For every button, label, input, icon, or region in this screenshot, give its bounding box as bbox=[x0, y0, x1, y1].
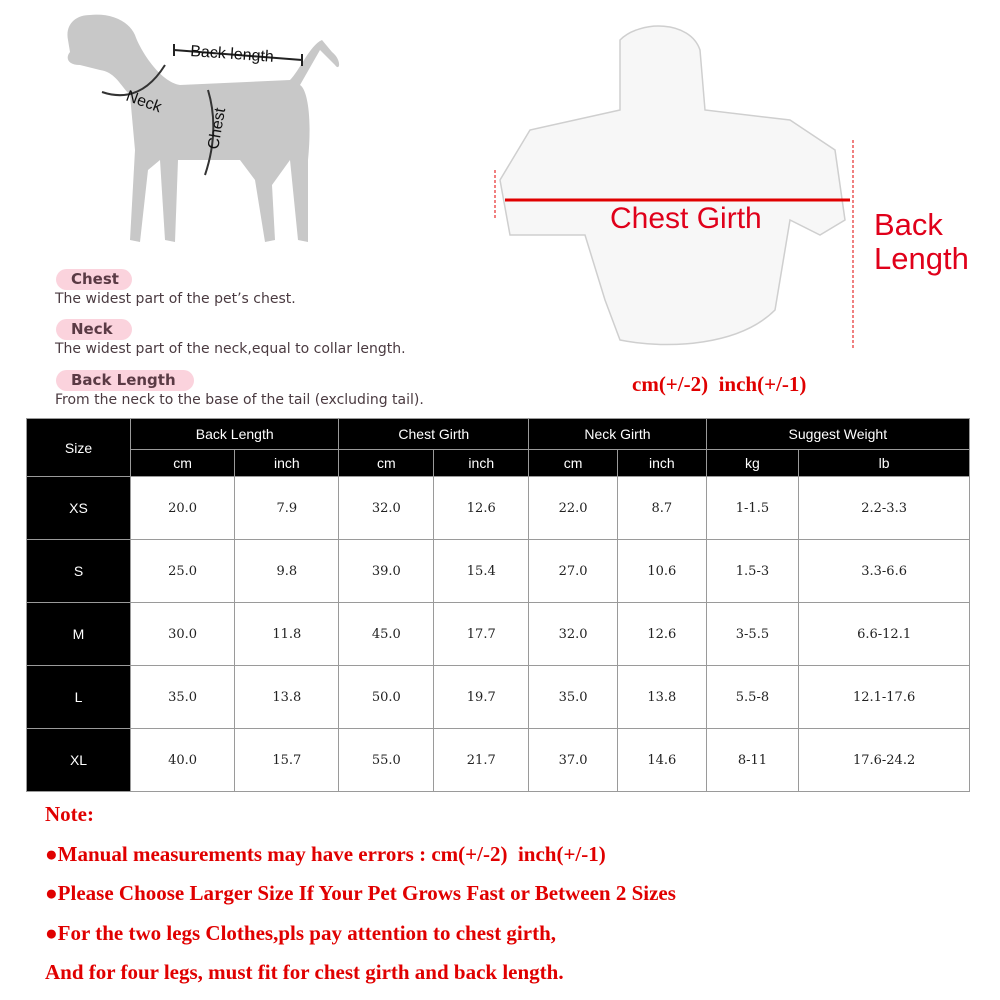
unit-header: kg bbox=[705, 449, 800, 477]
value-cell: 21.7 bbox=[433, 728, 530, 792]
value-cell: 32.0 bbox=[338, 476, 435, 540]
group-header: Back Length bbox=[129, 418, 340, 450]
value-cell: 12.6 bbox=[616, 602, 707, 666]
jacket-diagram bbox=[494, 25, 854, 350]
value-cell: 1-1.5 bbox=[705, 476, 800, 540]
note-title: Note: bbox=[45, 802, 94, 826]
value-cell: 11.8 bbox=[234, 602, 340, 666]
value-cell: 20.0 bbox=[129, 476, 236, 540]
table-row: S 25.0 9.8 39.0 15.4 27.0 10.6 1.5-3 3.3-6.6 bbox=[26, 539, 970, 603]
unit-header: cm bbox=[129, 449, 236, 477]
group-header: Suggest Weight bbox=[705, 418, 971, 450]
unit-header: cm bbox=[338, 449, 435, 477]
value-cell: 32.0 bbox=[528, 602, 618, 666]
group-header: Neck Girth bbox=[528, 418, 707, 450]
value-cell: 13.8 bbox=[616, 665, 707, 729]
value-cell: 1.5-3 bbox=[705, 539, 800, 603]
value-cell: 35.0 bbox=[528, 665, 618, 729]
size-cell: L bbox=[26, 665, 131, 729]
value-cell: 7.9 bbox=[234, 476, 340, 540]
back-length-term: Back Length bbox=[56, 370, 194, 391]
value-cell: 40.0 bbox=[129, 728, 236, 792]
value-cell: 10.6 bbox=[616, 539, 707, 603]
value-cell: 22.0 bbox=[528, 476, 618, 540]
dog-silhouette bbox=[67, 14, 340, 242]
value-cell: 13.8 bbox=[234, 665, 340, 729]
note-line: ●Manual measurements may have errors : c… bbox=[45, 842, 606, 866]
value-cell: 25.0 bbox=[129, 539, 236, 603]
table-row: L 35.0 13.8 50.0 19.7 35.0 13.8 5.5-8 12.1-17.6 bbox=[26, 665, 970, 729]
note-line: ●Please Choose Larger Size If Your Pet G… bbox=[45, 881, 676, 905]
chest-definition: The widest part of the pet’s chest. bbox=[55, 291, 296, 307]
jacket-image bbox=[499, 25, 846, 346]
table-row: M 30.0 11.8 45.0 17.7 32.0 12.6 3-5.5 6.6-12.1 bbox=[26, 602, 970, 666]
value-cell: 3.3-6.6 bbox=[798, 539, 970, 603]
unit-header: inch bbox=[616, 449, 707, 477]
unit-header: inch bbox=[234, 449, 340, 477]
value-cell: 17.6-24.2 bbox=[798, 728, 970, 792]
neck-term: Neck bbox=[56, 319, 132, 340]
size-cell: S bbox=[26, 539, 131, 603]
table-row: XS 20.0 7.9 32.0 12.6 22.0 8.7 1-1.5 2.2-3.3 bbox=[26, 476, 970, 540]
value-cell: 2.2-3.3 bbox=[798, 476, 970, 540]
value-cell: 45.0 bbox=[338, 602, 435, 666]
chest-term: Chest bbox=[56, 269, 132, 290]
value-cell: 6.6-12.1 bbox=[798, 602, 970, 666]
value-cell: 5.5-8 bbox=[705, 665, 800, 729]
value-cell: 39.0 bbox=[338, 539, 435, 603]
value-cell: 15.4 bbox=[433, 539, 530, 603]
chest-girth-label: Chest Girth bbox=[610, 202, 762, 235]
group-header: Chest Girth bbox=[338, 418, 530, 450]
size-header: Size bbox=[26, 418, 131, 477]
value-cell: 19.7 bbox=[433, 665, 530, 729]
back-length-label: Back length bbox=[190, 43, 275, 66]
value-cell: 37.0 bbox=[528, 728, 618, 792]
size-chart-table: Size Back Length Chest Girth Neck Girth … bbox=[26, 418, 971, 792]
unit-header: inch bbox=[433, 449, 530, 477]
value-cell: 14.6 bbox=[616, 728, 707, 792]
size-cell: XL bbox=[26, 728, 131, 792]
length-label: Length bbox=[874, 241, 969, 276]
unit-header: lb bbox=[798, 449, 970, 477]
tolerance-label: cm(+/-2) inch(+/-1) bbox=[632, 372, 807, 396]
size-cell: XS bbox=[26, 476, 131, 540]
size-cell: M bbox=[26, 602, 131, 666]
value-cell: 3-5.5 bbox=[705, 602, 800, 666]
dog-silhouette-diagram: Back length Neck Chest bbox=[67, 14, 340, 242]
value-cell: 30.0 bbox=[129, 602, 236, 666]
value-cell: 17.7 bbox=[433, 602, 530, 666]
value-cell: 50.0 bbox=[338, 665, 435, 729]
value-cell: 35.0 bbox=[129, 665, 236, 729]
note-line: ●For the two legs Clothes,pls pay attent… bbox=[45, 921, 557, 945]
value-cell: 12.1-17.6 bbox=[798, 665, 970, 729]
value-cell: 12.6 bbox=[433, 476, 530, 540]
unit-header: cm bbox=[528, 449, 618, 477]
value-cell: 15.7 bbox=[234, 728, 340, 792]
note-line: And for four legs, must fit for chest gi… bbox=[45, 960, 564, 984]
value-cell: 9.8 bbox=[234, 539, 340, 603]
value-cell: 8.7 bbox=[616, 476, 707, 540]
back-label: Back bbox=[874, 207, 943, 242]
table-row: XL 40.0 15.7 55.0 21.7 37.0 14.6 8-11 17.6-24.2 bbox=[26, 728, 970, 792]
neck-definition: The widest part of the neck,equal to col… bbox=[55, 341, 406, 357]
value-cell: 27.0 bbox=[528, 539, 618, 603]
value-cell: 55.0 bbox=[338, 728, 435, 792]
back-length-definition: From the neck to the base of the tail (e… bbox=[55, 392, 424, 408]
value-cell: 8-11 bbox=[705, 728, 800, 792]
